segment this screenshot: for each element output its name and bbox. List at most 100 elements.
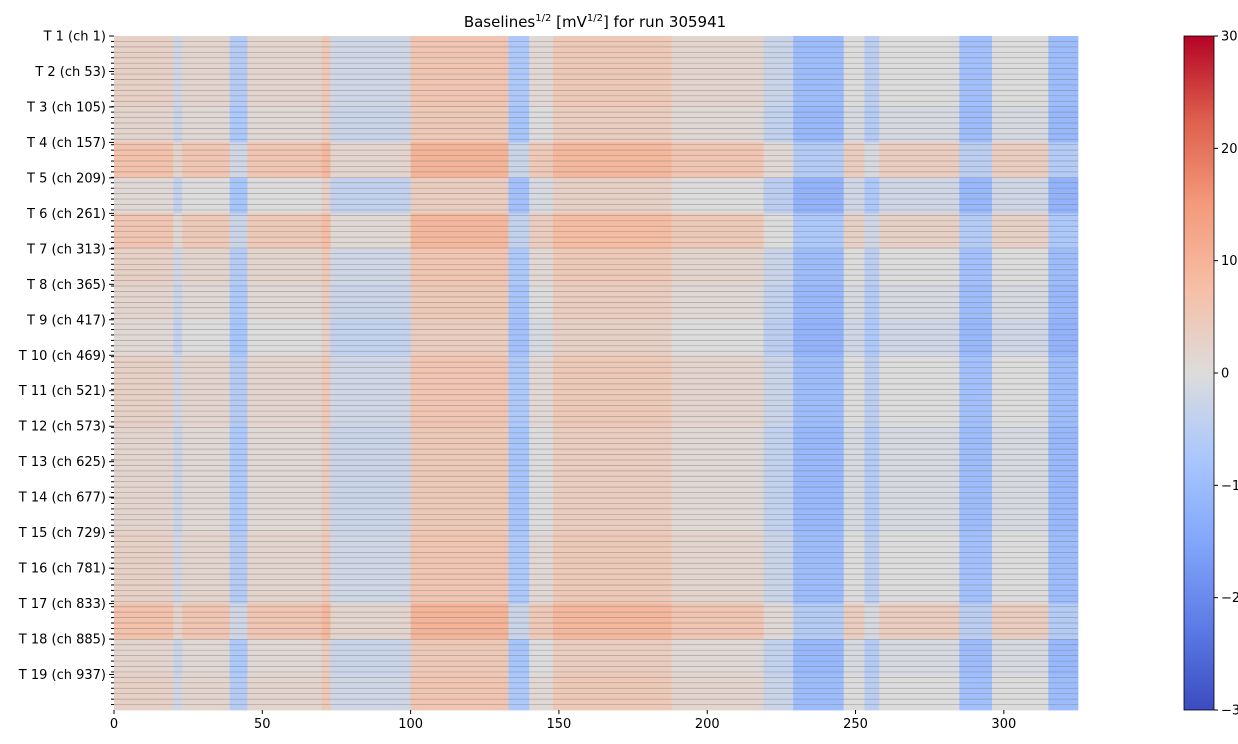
heatmap-cell-t2-c11 [552, 71, 673, 108]
heatmap-cell-t13-c10 [529, 461, 554, 498]
heatmap-cell-t15-c2 [173, 532, 183, 569]
heatmap-cell-t14-c9 [508, 497, 530, 534]
heatmap-cell-t2-c18 [959, 71, 993, 108]
heatmap-cell-t19-c15 [843, 674, 865, 711]
heatmap-cell-t3-c13 [763, 106, 794, 143]
heatmap-cell-t13-c15 [843, 461, 865, 498]
heatmap-cell-t15-c7 [330, 532, 412, 569]
heatmap-cell-t15-c5 [247, 532, 323, 569]
heatmap-cell-t13-c8 [410, 461, 509, 498]
heatmap-cell-t4-c8 [410, 142, 509, 179]
heatmap-cell-t5-c13 [763, 177, 794, 214]
heatmap-cell-t3-c2 [173, 106, 183, 143]
heatmap-cell-t2-c15 [843, 71, 865, 108]
heatmap-cell-t11-c6 [321, 390, 331, 427]
heatmap-cell-t3-c18 [959, 106, 993, 143]
x-tick-label: 250 [843, 717, 868, 732]
x-tick-label: 0 [110, 717, 118, 732]
heatmap-cell-t19-c4 [229, 674, 248, 711]
heatmap-cell-t4-c10 [529, 142, 554, 179]
heatmap-cell-t17-c16 [864, 603, 880, 640]
heatmap-cell-t4-c2 [173, 142, 183, 179]
heatmap-cell-t18-c2 [173, 639, 183, 675]
heatmap-cell-t9-c7 [330, 319, 412, 356]
heatmap-cell-t3-c3 [182, 106, 231, 143]
heatmap-cell-t9-c13 [763, 319, 794, 356]
heatmap-cell-t15-c19 [991, 532, 1049, 569]
chart-title: Baselines1/2 [mV1/2] for run 305941 [464, 13, 726, 31]
heatmap-cell-t14-c16 [864, 497, 880, 534]
heatmap-cell-t5-c1 [114, 177, 174, 214]
heatmap-cell-t16-c15 [843, 568, 865, 604]
colorbar-tick-label: −10 [1221, 479, 1238, 494]
heatmap-cell-t2-c9 [508, 71, 530, 108]
heatmap-cell-t2-c2 [173, 71, 183, 108]
heatmap-cell-t12-c3 [182, 426, 231, 463]
heatmap-cell-t14-c12 [671, 497, 764, 534]
heatmap-cell-t3-c7 [330, 106, 412, 143]
heatmap-cell-t1-c19 [991, 36, 1049, 72]
heatmap-cell-t9-c8 [410, 319, 509, 356]
heatmap-cell-t9-c20 [1048, 319, 1079, 356]
heatmap-cell-t11-c10 [529, 390, 554, 427]
heatmap-cell-t17-c4 [229, 603, 248, 640]
heatmap-cell-t6-c12 [671, 213, 764, 250]
heatmap-cell-t4-c20 [1048, 142, 1079, 179]
heatmap-cell-t11-c15 [843, 390, 865, 427]
y-tick-label: T 5 (ch 209) [26, 171, 106, 186]
colorbar-tick-label: 10 [1221, 254, 1238, 269]
heatmap-cell-t7-c8 [410, 248, 509, 285]
heatmap-cell-t12-c11 [552, 426, 673, 463]
heatmap-cell-t19-c19 [991, 674, 1049, 711]
x-tick-label: 50 [254, 717, 271, 732]
heatmap-cell-t14-c2 [173, 497, 183, 534]
heatmap-cell-t19-c18 [959, 674, 993, 711]
colorbar-tick-label: −20 [1221, 591, 1238, 606]
heatmap-cell-t16-c11 [552, 568, 673, 604]
heatmap-cell-t7-c17 [879, 248, 960, 285]
heatmap-cell-t11-c7 [330, 390, 412, 427]
heatmap-cell-t12-c7 [330, 426, 412, 463]
heatmap-cell-t13-c14 [793, 461, 845, 498]
heatmap-cell-t14-c5 [247, 497, 323, 534]
heatmap-cell-t14-c3 [182, 497, 231, 534]
heatmap-cell-t12-c5 [247, 426, 323, 463]
heatmap-cell-t9-c3 [182, 319, 231, 356]
heatmap-cell-t11-c11 [552, 390, 673, 427]
heatmap-cell-t19-c13 [763, 674, 794, 711]
heatmap-cell-t5-c2 [173, 177, 183, 214]
heatmap-cell-t12-c8 [410, 426, 509, 463]
heatmap-cell-t9-c11 [552, 319, 673, 356]
heatmap-cell-t2-c1 [114, 71, 174, 108]
heatmap-cell-t5-c3 [182, 177, 231, 214]
y-tick-label: T 15 (ch 729) [18, 526, 106, 541]
heatmap-cell-t9-c15 [843, 319, 865, 356]
heatmap-cell-t16-c10 [529, 568, 554, 604]
heatmap-cell-t19-c7 [330, 674, 412, 711]
heatmap-cell-t15-c18 [959, 532, 993, 569]
heatmap-cell-t4-c6 [321, 142, 331, 179]
heatmap-cell-t7-c14 [793, 248, 845, 285]
heatmap-cell-t3-c10 [529, 106, 554, 143]
heatmap-cell-t2-c3 [182, 71, 231, 108]
y-tick-label: T 13 (ch 625) [18, 455, 106, 470]
heatmap-cell-t7-c19 [991, 248, 1049, 285]
heatmap-cell-t14-c8 [410, 497, 509, 534]
heatmap-cell-t2-c8 [410, 71, 509, 108]
heatmap-cell-t7-c9 [508, 248, 530, 285]
heatmap-cell-t7-c7 [330, 248, 412, 285]
heatmap-cell-t13-c3 [182, 461, 231, 498]
heatmap-cell-t6-c3 [182, 213, 231, 250]
heatmap-cell-t5-c14 [793, 177, 845, 214]
heatmap-cell-t16-c5 [247, 568, 323, 604]
heatmap-cell-t17-c20 [1048, 603, 1079, 640]
heatmap-cell-t16-c6 [321, 568, 331, 604]
heatmap-cell-t19-c2 [173, 674, 183, 711]
heatmap-cell-t18-c6 [321, 639, 331, 675]
heatmap-cell-t4-c17 [879, 142, 960, 179]
heatmap-cell-t7-c11 [552, 248, 673, 285]
heatmap-cell-t6-c5 [247, 213, 323, 250]
heatmap-cell-t17-c19 [991, 603, 1049, 640]
heatmap-cell-t17-c15 [843, 603, 865, 640]
